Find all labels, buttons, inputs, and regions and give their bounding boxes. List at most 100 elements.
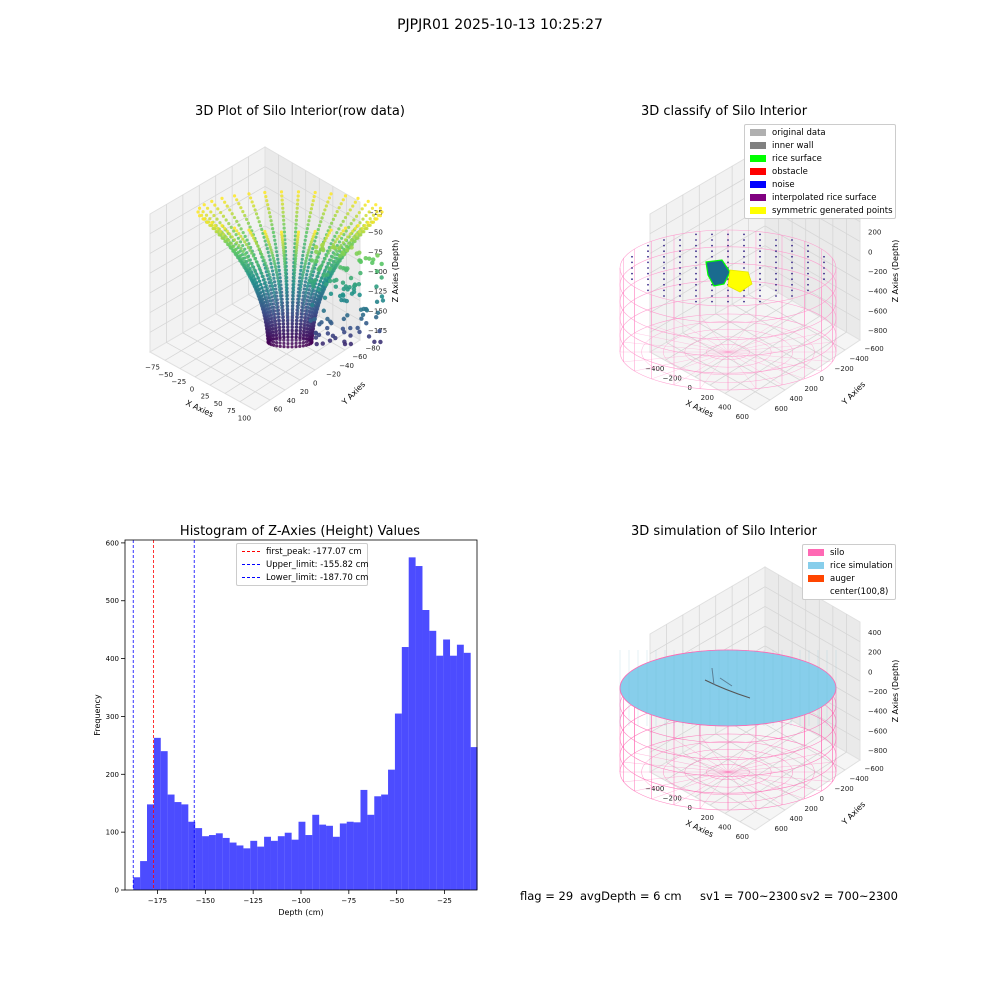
panel1-data-point [320,284,324,288]
panel2-noise-point [775,289,777,292]
panel1-data-point [346,212,350,216]
panel1-data-point [235,219,239,223]
panel1-data-point [338,253,343,259]
panel1-data-point [295,240,299,245]
panel1-data-point [303,238,307,242]
panel1-data-point [272,293,277,298]
panel2-noise-point [759,278,761,281]
panel1-data-point [325,331,331,336]
panel4-y-tick: 400 [790,815,803,823]
panel4-z-tick: 400 [868,629,881,637]
panel2-noise-point [791,267,793,269]
panel1-data-point [351,289,357,295]
panel1-data-point [337,240,342,244]
panel1-data-point [209,210,213,214]
panel2-silo-wire [706,344,750,360]
panel1-grid-wall [149,186,266,254]
panel1-data-point [216,226,220,231]
panel1-data-point [302,287,306,291]
panel1-data-point [202,203,206,207]
panel1-data-point [309,307,313,312]
panel1-data-point [285,294,289,298]
histogram-y-tick: 0 [115,887,119,895]
panel4-silo-wire [727,744,805,773]
panel1-data-point [310,203,314,207]
panel1-data-point [227,238,231,242]
panel1-data-point [324,254,329,258]
panel1-data-point [264,283,268,288]
histogram-bar [181,804,189,890]
panel1-data-point [286,325,290,329]
panel1-data-point [358,233,362,237]
panel1-data-point [311,310,316,314]
panel4-silo-wire [727,771,757,809]
panel2-x-tick: 600 [736,413,749,421]
panel1-data-point [290,322,294,326]
panel4-z-label: Z Axies (Depth) [891,660,900,723]
panel1-data-point [285,313,290,317]
panel4-y-tick: 0 [820,795,824,803]
panel1-x-tick: 0 [190,385,194,393]
panel1-data-point [280,202,285,206]
panel1-data-point [375,210,379,214]
histogram-bar [353,822,361,890]
panel4-auger [704,679,751,699]
panel1-data-point [300,257,304,261]
legend-entry: silo [803,546,895,559]
panel2-silo-wire [619,280,837,357]
histogram-x-tick: −25 [437,897,452,905]
panel1-data-point [295,325,299,329]
panel1-data-point [357,292,362,298]
panel1-data-point [284,282,288,286]
legend-swatch [750,142,766,149]
panel2-noise-point [775,278,777,281]
panel2-noise-point [679,267,681,269]
panel1-data-point [307,299,311,303]
panel1-data-point [375,269,380,274]
panel2-noise-point [823,255,825,258]
panel1-data-point [310,250,314,254]
panel4-silo-wire [662,748,794,796]
panel1-data-point [331,262,335,267]
panel1-data-point [346,235,350,239]
panel1-data-point [294,257,298,261]
panel1-data-point [253,270,258,274]
legend-label: auger [830,573,855,584]
panel1-data-point [196,210,200,214]
panel1-data-point [353,200,357,204]
panel1-data-point [315,255,319,259]
panel2-silo-wire [727,351,757,389]
panel1-data-point [305,311,309,316]
panel1-data-point [272,318,276,322]
legend-swatch [750,168,766,175]
panel1-data-point [366,221,370,225]
panel1-data-point [237,202,241,206]
panel1-data-point [339,202,343,206]
panel1-data-point [256,244,260,248]
legend-swatch [808,588,824,595]
panel1-data-point [366,199,370,203]
panel1-data-point [265,301,269,305]
panel1-data-point [294,338,298,342]
panel1-data-point [301,273,305,277]
legend-swatch [750,155,766,162]
panel1-data-point [322,295,328,300]
legend-entry: original data [745,126,895,139]
panel1-data-point [270,281,274,285]
panel1-data-point [239,227,243,231]
panel2-noise-point [695,244,697,247]
panel1-data-point [308,318,313,323]
panel1-data-point [292,271,297,275]
panel1-data-point [301,250,305,254]
panel1-data-point [263,280,267,285]
panel1-data-point [296,198,300,202]
panel2-silo-wire [619,313,837,391]
panel1-data-point [224,218,228,222]
panel2-y-label: Y Axies [840,380,868,408]
panel1-data-point [354,214,359,218]
panel2-noise-point [727,295,729,297]
panel1-data-point [294,254,298,258]
panel1-data-point [305,308,309,312]
legend-label: interpolated rice surface [772,192,877,203]
panel1-data-point [280,233,284,237]
